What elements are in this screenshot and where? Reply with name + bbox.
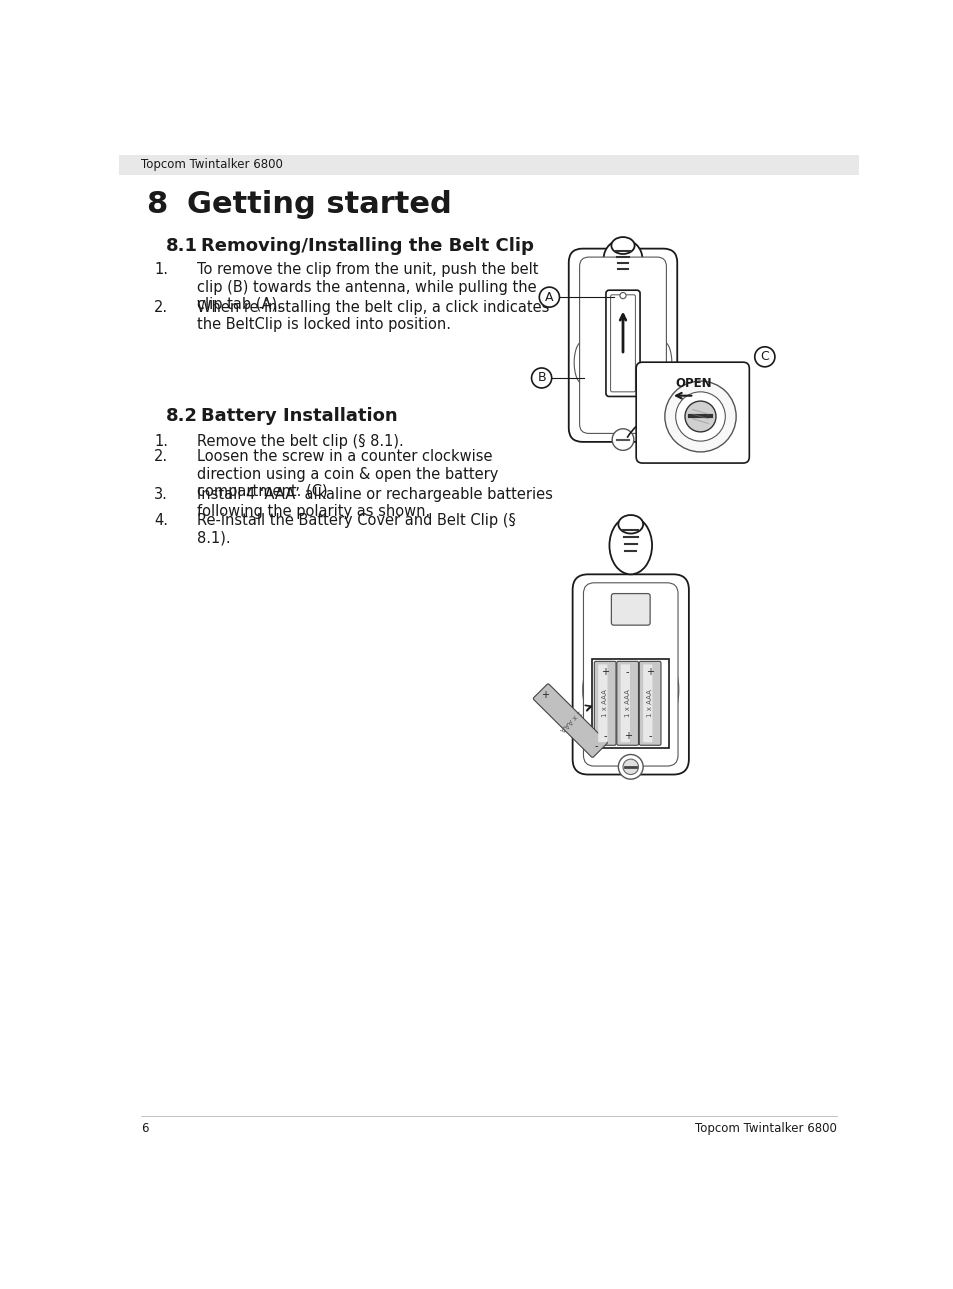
Text: Topcom Twintalker 6800: Topcom Twintalker 6800 (141, 159, 282, 171)
Text: 2.: 2. (154, 449, 168, 464)
Text: Loosen the screw in a counter clockwise
direction using a coin & open the batter: Loosen the screw in a counter clockwise … (196, 449, 497, 499)
FancyBboxPatch shape (605, 290, 639, 397)
FancyBboxPatch shape (572, 575, 688, 775)
FancyBboxPatch shape (594, 661, 616, 745)
FancyBboxPatch shape (579, 257, 666, 433)
FancyBboxPatch shape (610, 295, 635, 392)
Text: +: + (600, 666, 609, 677)
Text: To remove the clip from the unit, push the belt
clip (B) towards the antenna, wh: To remove the clip from the unit, push t… (196, 263, 537, 312)
FancyBboxPatch shape (533, 684, 607, 758)
FancyBboxPatch shape (620, 664, 629, 742)
Text: Install 4 ‘AAA’ alkaline or rechargeable batteries
following the polarity as sho: Install 4 ‘AAA’ alkaline or rechargeable… (196, 486, 552, 519)
FancyBboxPatch shape (639, 661, 660, 745)
Ellipse shape (654, 342, 671, 384)
Text: 8.2: 8.2 (166, 407, 197, 425)
Circle shape (664, 382, 736, 452)
Circle shape (684, 401, 716, 432)
Text: A: A (544, 290, 553, 304)
Circle shape (618, 754, 642, 779)
Circle shape (612, 429, 633, 450)
Circle shape (531, 367, 551, 388)
Ellipse shape (664, 666, 679, 713)
Bar (119, 155, 858, 175)
Text: C: C (760, 351, 768, 363)
Text: B: B (537, 371, 545, 384)
Ellipse shape (611, 237, 634, 254)
FancyBboxPatch shape (642, 664, 652, 742)
Text: +: + (623, 731, 631, 741)
FancyBboxPatch shape (611, 593, 649, 625)
Ellipse shape (609, 517, 652, 575)
Text: -: - (594, 741, 597, 751)
Text: Getting started: Getting started (187, 191, 452, 219)
Text: 8: 8 (146, 191, 168, 219)
Ellipse shape (574, 342, 591, 384)
Circle shape (675, 392, 724, 441)
Text: Re-install the Battery Cover and Belt Clip (§
8.1).: Re-install the Battery Cover and Belt Cl… (196, 513, 515, 545)
FancyBboxPatch shape (598, 664, 607, 742)
Ellipse shape (618, 516, 642, 534)
FancyBboxPatch shape (592, 659, 669, 748)
Circle shape (538, 287, 558, 307)
Text: Removing/Installing the Belt Clip: Removing/Installing the Belt Clip (200, 237, 533, 254)
Text: Remove the belt clip (§ 8.1).: Remove the belt clip (§ 8.1). (196, 434, 403, 449)
Circle shape (619, 293, 625, 299)
Circle shape (622, 759, 638, 775)
Text: 1.: 1. (154, 434, 168, 449)
Text: 1.: 1. (154, 263, 168, 277)
Text: +: + (540, 691, 548, 700)
Text: OPEN: OPEN (675, 376, 712, 389)
Text: Battery Installation: Battery Installation (200, 407, 396, 425)
Text: 1 x AAA: 1 x AAA (601, 690, 608, 717)
Text: -: - (648, 731, 651, 741)
Text: 1 x AAA: 1 x AAA (646, 690, 653, 717)
FancyBboxPatch shape (617, 661, 638, 745)
Text: 8.1: 8.1 (166, 237, 197, 254)
Text: 4.: 4. (154, 513, 168, 527)
Text: Topcom Twintalker 6800: Topcom Twintalker 6800 (695, 1123, 836, 1136)
Ellipse shape (582, 666, 596, 713)
Text: 3.: 3. (154, 486, 168, 501)
Text: When re-installing the belt clip, a click indicates
the BeltClip is locked into : When re-installing the belt clip, a clic… (196, 300, 549, 333)
Text: 1 x AAA: 1 x AAA (624, 690, 630, 717)
Text: -: - (625, 666, 629, 677)
FancyBboxPatch shape (636, 362, 748, 463)
Text: 1 x AAA: 1 x AAA (558, 709, 581, 732)
Text: 6: 6 (141, 1123, 149, 1136)
Circle shape (754, 347, 774, 367)
Text: +: + (645, 666, 654, 677)
FancyBboxPatch shape (568, 249, 677, 442)
FancyBboxPatch shape (583, 583, 678, 766)
Text: 2.: 2. (154, 300, 168, 315)
Ellipse shape (603, 240, 641, 278)
Text: -: - (603, 731, 606, 741)
